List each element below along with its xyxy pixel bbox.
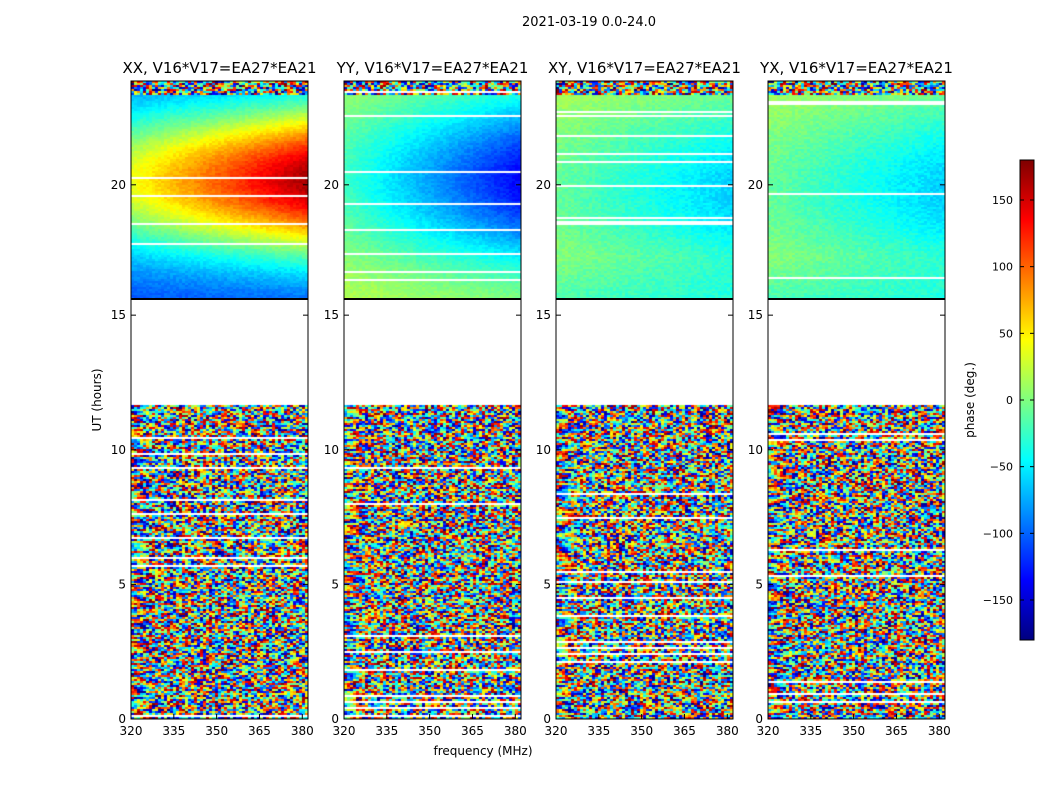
colorbar-tick-label: −150 [983, 594, 1013, 607]
x-tick-label: 380 [291, 724, 314, 738]
y-tick-label: 10 [111, 443, 126, 457]
phase-raster-xx [131, 81, 308, 719]
y-tick-label: 0 [755, 712, 763, 726]
y-tick-label: 5 [331, 577, 339, 591]
y-tick-label: 0 [331, 712, 339, 726]
colorbar-tick-label: 100 [992, 261, 1013, 274]
y-tick-label: 15 [748, 308, 763, 322]
x-tick-label: 365 [461, 724, 484, 738]
colorbar-ticks: 150 100 50 0 −50 −100 −150 [983, 194, 1034, 607]
y-tick-label: 20 [536, 178, 551, 192]
y-tick-label: 20 [111, 178, 126, 192]
y-tick-label: 10 [324, 443, 339, 457]
x-tick-label: 320 [545, 724, 568, 738]
y-tick-label: 0 [118, 712, 126, 726]
y-tick-label: 15 [324, 308, 339, 322]
y-tick-label: 10 [536, 443, 551, 457]
y-axis-label: UT (hours) [90, 368, 104, 431]
colorbar-label: phase (deg.) [963, 362, 977, 438]
x-tick-label: 320 [120, 724, 143, 738]
panel-title: YX, V16*V17=EA27*EA21 [759, 59, 953, 77]
colorbar: 150 100 50 0 −50 −100 −150 phase (deg.) [963, 159, 1035, 641]
x-tick-label: 335 [375, 724, 398, 738]
x-tick-label: 320 [757, 724, 780, 738]
colorbar-tick-label: 50 [999, 327, 1013, 340]
x-tick-label: 365 [885, 724, 908, 738]
x-axis-label: frequency (MHz) [433, 744, 532, 758]
y-tick-label: 0 [543, 712, 551, 726]
panel-yx: YX, V16*V17=EA27*EA21 320 335 350 365 380 0 5 10… [748, 59, 953, 738]
x-tick-label: 335 [587, 724, 610, 738]
y-tick-label: 5 [118, 577, 126, 591]
x-tick-label: 320 [333, 724, 356, 738]
phase-raster-yx [768, 81, 945, 719]
x-tick-label: 365 [248, 724, 271, 738]
colorbar-tick-label: −50 [990, 461, 1013, 474]
panel-title: XX, V16*V17=EA27*EA21 [122, 59, 316, 77]
y-tick-label: 15 [111, 308, 126, 322]
y-tick-label: 5 [755, 577, 763, 591]
colorbar-tick-label: −100 [983, 527, 1013, 540]
panel-xx: XX, V16*V17=EA27*EA21 320 335 350 365 380 0 5 10… [111, 59, 317, 738]
panel-title: YY, V16*V17=EA27*EA21 [336, 59, 529, 77]
phase-raster-yy [344, 81, 521, 719]
figure-title: 2021-03-19 0.0-24.0 [522, 15, 656, 30]
x-tick-label: 380 [928, 724, 951, 738]
panel-yy: YY, V16*V17=EA27*EA21 320 335 350 365 380 0 5 10… [324, 59, 529, 738]
x-tick-label: 335 [799, 724, 822, 738]
x-tick-label: 350 [205, 724, 228, 738]
x-tick-label: 380 [504, 724, 527, 738]
x-tick-label: 350 [418, 724, 441, 738]
x-tick-label: 380 [716, 724, 739, 738]
y-tick-label: 5 [543, 577, 551, 591]
x-tick-label: 365 [673, 724, 696, 738]
x-tick-label: 350 [842, 724, 865, 738]
y-tick-label: 15 [536, 308, 551, 322]
panels-group: XX, V16*V17=EA27*EA21 320 335 350 365 380 0 5 10… [111, 59, 953, 738]
x-tick-label: 335 [162, 724, 185, 738]
x-tick-label: 350 [630, 724, 653, 738]
colorbar-tick-label: 150 [992, 194, 1013, 207]
colorbar-tick-label: 0 [1006, 394, 1013, 407]
phase-raster-xy [556, 81, 733, 719]
y-tick-label: 20 [324, 178, 339, 192]
panel-title: XY, V16*V17=EA27*EA21 [548, 59, 741, 77]
y-tick-label: 10 [748, 443, 763, 457]
y-tick-label: 20 [748, 178, 763, 192]
panel-xy: XY, V16*V17=EA27*EA21 320 335 350 365 380 0 5 10… [536, 59, 741, 738]
